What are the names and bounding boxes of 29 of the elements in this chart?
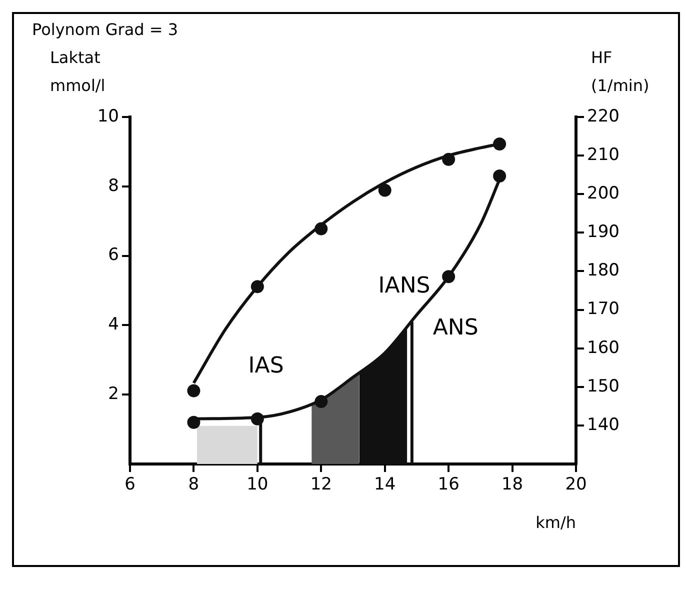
y2-tick-label: 160: [587, 338, 620, 358]
x-tick-label: 8: [188, 474, 200, 495]
y-tick-label: 10: [97, 106, 119, 126]
x-tick-label: 16: [438, 474, 460, 495]
annotation: ANS: [432, 315, 478, 340]
annotation: IANS: [378, 274, 430, 299]
x-tick-label: 14: [374, 474, 396, 495]
chart-title: Polynom Grad = 3: [32, 20, 178, 39]
x-tick-label: 6: [124, 474, 136, 495]
y-axis-title: Laktat mmol/l: [50, 48, 106, 96]
y2-axis-title: HF (1/min): [591, 48, 650, 96]
x-tick-label: 20: [565, 474, 587, 495]
x-tick-label: 10: [246, 474, 268, 495]
y2-tick-label: 140: [587, 414, 620, 435]
annotation: IAS: [248, 354, 284, 379]
x-tick-label: 18: [501, 474, 524, 495]
y2-tick-label: 200: [587, 184, 620, 204]
y2-tick-label: 220: [587, 106, 620, 126]
y-tick-label: 8: [108, 176, 119, 196]
x-axis-title: km/h: [536, 513, 576, 532]
y-tick-label: 6: [108, 245, 119, 266]
y-tick-label: 4: [108, 314, 119, 335]
y-tick-label: 2: [108, 384, 119, 404]
y2-tick-label: 190: [587, 222, 620, 242]
x-tick-label: 12: [310, 474, 332, 495]
y2-tick-label: 180: [587, 260, 620, 281]
y2-tick-label: 150: [587, 376, 620, 396]
y2-tick-label: 170: [587, 299, 620, 320]
y2-tick-label: 210: [587, 144, 620, 165]
